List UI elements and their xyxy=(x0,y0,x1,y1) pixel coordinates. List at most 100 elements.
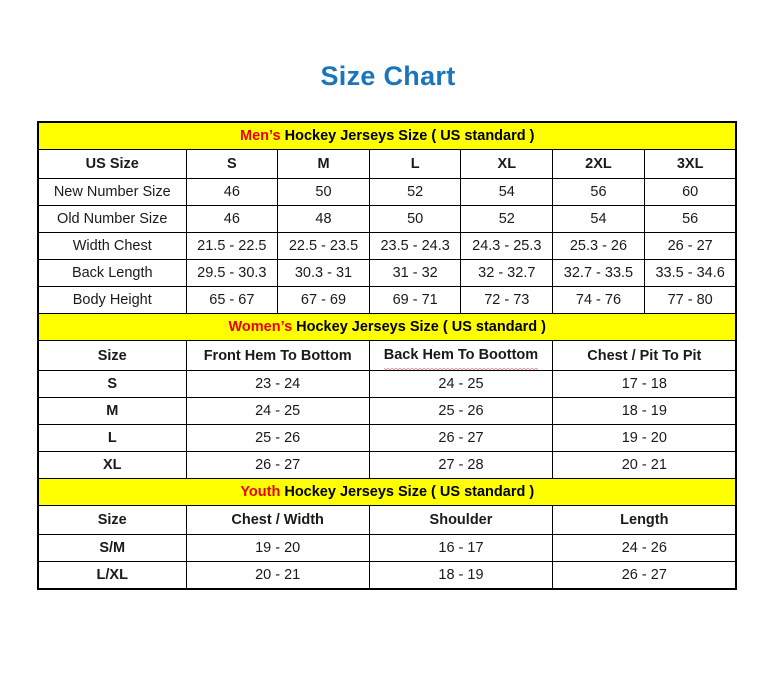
cell-mens-0-5: 60 xyxy=(643,178,737,206)
section-banner-womens: Women’s Hockey Jerseys Size ( US standar… xyxy=(37,313,737,341)
cell-mens-0-0: 46 xyxy=(185,178,279,206)
cell-youth-1-0: 20 - 21 xyxy=(185,561,370,590)
size-chart-body: Men’s Hockey Jerseys Size ( US standard … xyxy=(37,121,737,590)
column-header-mens-6: 3XL xyxy=(643,149,737,179)
banner-rest-text: Hockey Jerseys Size ( US standard ) xyxy=(292,319,547,335)
column-header-mens-4: XL xyxy=(460,149,554,179)
cell-womens-1-2: 18 - 19 xyxy=(552,397,737,425)
table-row: Old Number Size 46 48 50 52 54 56 xyxy=(37,205,737,233)
table-row: Width Chest 21.5 - 22.5 22.5 - 23.5 23.5 - … xyxy=(37,232,737,260)
cell-mens-3-3: 32 - 32.7 xyxy=(460,259,554,287)
row-label-womens-1: M xyxy=(37,397,187,425)
banner-rest-text: Hockey Jerseys Size ( US standard ) xyxy=(280,128,535,144)
row-label-womens-0: S xyxy=(37,370,187,398)
cell-mens-2-3: 24.3 - 25.3 xyxy=(460,232,554,260)
cell-mens-1-2: 50 xyxy=(368,205,462,233)
row-label-mens-4: Body Height xyxy=(37,286,187,314)
cell-mens-2-5: 26 - 27 xyxy=(643,232,737,260)
cell-womens-3-2: 20 - 21 xyxy=(552,451,737,479)
cell-mens-4-1: 67 - 69 xyxy=(277,286,370,314)
cell-mens-0-1: 50 xyxy=(277,178,370,206)
table-row: New Number Size 46 50 52 54 56 60 xyxy=(37,178,737,206)
cell-youth-1-2: 26 - 27 xyxy=(552,561,737,590)
page-title: Size Chart xyxy=(320,61,456,91)
cell-mens-3-5: 33.5 - 34.6 xyxy=(643,259,737,287)
table-row: XL 26 - 27 27 - 28 20 - 21 xyxy=(37,451,737,479)
row-label-womens-2: L xyxy=(37,424,187,452)
column-header-womens-1: Front Hem To Bottom xyxy=(185,340,370,371)
table-row: M 24 - 25 25 - 26 18 - 19 xyxy=(37,397,737,425)
column-header-row-womens: Size Front Hem To Bottom Back Hem To Boott… xyxy=(37,340,737,371)
cell-mens-4-4: 74 - 76 xyxy=(552,286,645,314)
cell-mens-2-2: 23.5 - 24.3 xyxy=(368,232,462,260)
cell-mens-4-2: 69 - 71 xyxy=(368,286,462,314)
column-header-mens-0: US Size xyxy=(37,149,187,179)
banner-accent-text: Men’s xyxy=(240,128,281,144)
cell-mens-1-0: 46 xyxy=(185,205,279,233)
cell-womens-1-1: 25 - 26 xyxy=(368,397,554,425)
cell-mens-3-4: 32.7 - 33.5 xyxy=(552,259,645,287)
cell-womens-3-0: 26 - 27 xyxy=(185,451,370,479)
section-banner-mens: Men’s Hockey Jerseys Size ( US standard … xyxy=(37,121,737,150)
column-header-womens-0: Size xyxy=(37,340,187,371)
cell-mens-1-3: 52 xyxy=(460,205,554,233)
banner-rest-text: Hockey Jerseys Size ( US standard ) xyxy=(280,484,535,500)
column-header-mens-3: L xyxy=(368,149,462,179)
row-label-youth-1: L/XL xyxy=(37,561,187,590)
misspelled-word: Back Hem To Boottom xyxy=(383,342,539,370)
banner-accent-text: Women’s xyxy=(228,319,293,335)
table-row: L 25 - 26 26 - 27 19 - 20 xyxy=(37,424,737,452)
section-banner-row-womens: Women’s Hockey Jerseys Size ( US standar… xyxy=(37,313,737,341)
table-row: S 23 - 24 24 - 25 17 - 18 xyxy=(37,370,737,398)
cell-womens-0-1: 24 - 25 xyxy=(368,370,554,398)
cell-mens-3-1: 30.3 - 31 xyxy=(277,259,370,287)
section-banner-youth: Youth Hockey Jerseys Size ( US standard … xyxy=(37,478,737,506)
column-header-mens-1: S xyxy=(185,149,279,179)
cell-youth-1-1: 18 - 19 xyxy=(368,561,554,590)
cell-mens-1-1: 48 xyxy=(277,205,370,233)
column-header-mens-2: M xyxy=(277,149,370,179)
column-header-youth-3: Length xyxy=(552,505,737,535)
column-header-womens-3: Chest / Pit To Pit xyxy=(552,340,737,371)
cell-mens-0-2: 52 xyxy=(368,178,462,206)
cell-mens-3-0: 29.5 - 30.3 xyxy=(185,259,279,287)
cell-mens-4-5: 77 - 80 xyxy=(643,286,737,314)
section-banner-row-mens: Men’s Hockey Jerseys Size ( US standard … xyxy=(37,121,737,150)
cell-mens-1-4: 54 xyxy=(552,205,645,233)
cell-mens-2-1: 22.5 - 23.5 xyxy=(277,232,370,260)
row-label-youth-0: S/M xyxy=(37,534,187,562)
size-chart-table-wrapper: Men’s Hockey Jerseys Size ( US standard … xyxy=(37,121,738,590)
cell-womens-0-2: 17 - 18 xyxy=(552,370,737,398)
cell-mens-0-3: 54 xyxy=(460,178,554,206)
cell-youth-0-2: 24 - 26 xyxy=(552,534,737,562)
cell-mens-4-3: 72 - 73 xyxy=(460,286,554,314)
row-label-mens-1: Old Number Size xyxy=(37,205,187,233)
cell-youth-0-1: 16 - 17 xyxy=(368,534,554,562)
cell-youth-0-0: 19 - 20 xyxy=(185,534,370,562)
cell-womens-2-0: 25 - 26 xyxy=(185,424,370,452)
cell-womens-2-2: 19 - 20 xyxy=(552,424,737,452)
cell-mens-3-2: 31 - 32 xyxy=(368,259,462,287)
table-row: Back Length 29.5 - 30.3 30.3 - 31 31 - 32 32… xyxy=(37,259,737,287)
column-header-youth-2: Shoulder xyxy=(368,505,554,535)
cell-womens-0-0: 23 - 24 xyxy=(185,370,370,398)
row-label-mens-0: New Number Size xyxy=(37,178,187,206)
cell-mens-4-0: 65 - 67 xyxy=(185,286,279,314)
cell-mens-2-0: 21.5 - 22.5 xyxy=(185,232,279,260)
cell-womens-2-1: 26 - 27 xyxy=(368,424,554,452)
row-label-womens-3: XL xyxy=(37,451,187,479)
row-label-mens-2: Width Chest xyxy=(37,232,187,260)
column-header-youth-1: Chest / Width xyxy=(185,505,370,535)
column-header-mens-5: 2XL xyxy=(552,149,645,179)
row-label-mens-3: Back Length xyxy=(37,259,187,287)
cell-mens-1-5: 56 xyxy=(643,205,737,233)
cell-womens-1-0: 24 - 25 xyxy=(185,397,370,425)
cell-womens-3-1: 27 - 28 xyxy=(368,451,554,479)
banner-accent-text: Youth xyxy=(240,484,281,500)
cell-mens-2-4: 25.3 - 26 xyxy=(552,232,645,260)
table-row: Body Height 65 - 67 67 - 69 69 - 71 72 - 73 7… xyxy=(37,286,737,314)
